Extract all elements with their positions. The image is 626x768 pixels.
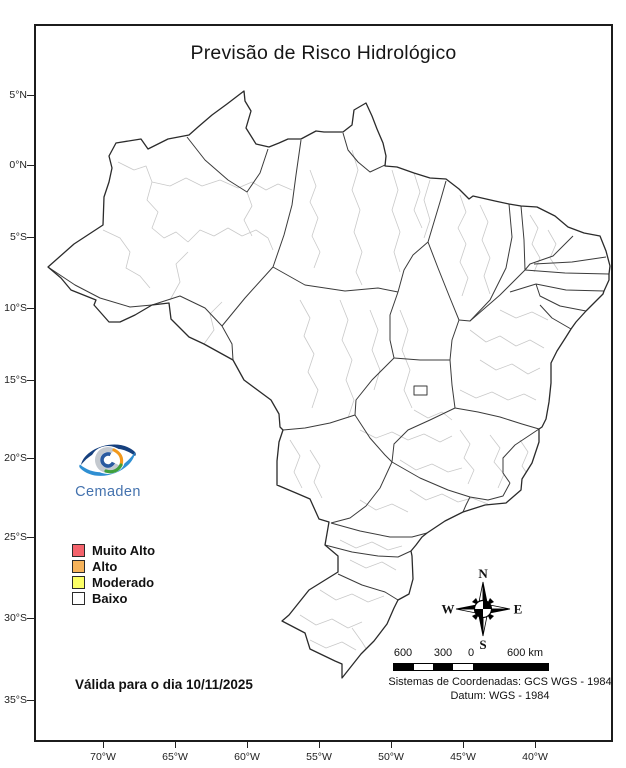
legend-item-baixo: Baixo xyxy=(72,590,155,606)
lon-label: 70°W xyxy=(90,751,116,763)
scale-label-600-left: 600 xyxy=(393,647,413,659)
lat-label: 5°N xyxy=(9,89,27,101)
lat-tick xyxy=(27,458,34,459)
lon-tick xyxy=(175,742,176,748)
lat-tick xyxy=(27,165,34,166)
lat-label: 35°S xyxy=(4,694,27,706)
scale-label-0: 0 xyxy=(467,647,475,659)
legend-label: Moderado xyxy=(92,574,155,590)
compass-s-label: S xyxy=(479,637,486,652)
page-title: Previsão de Risco Hidrológico xyxy=(190,42,457,64)
lon-tick xyxy=(319,742,320,748)
state-boundaries xyxy=(47,132,610,601)
lat-tick xyxy=(27,700,34,701)
lat-label: 10°S xyxy=(4,302,27,314)
lat-label: 5°S xyxy=(9,231,27,243)
legend-item-moderado: Moderado xyxy=(72,574,155,590)
coordinate-system-line1: Sistemas de Coordenadas: GCS WGS - 1984 xyxy=(388,676,612,688)
lat-label: 0°N xyxy=(9,159,27,171)
municipality-boundaries xyxy=(102,149,559,656)
lon-label: 40°W xyxy=(522,751,548,763)
lon-label: 55°W xyxy=(306,751,332,763)
lon-label: 60°W xyxy=(234,751,260,763)
lat-tick xyxy=(27,237,34,238)
lon-tick xyxy=(247,742,248,748)
legend-item-muito-alto: Muito Alto xyxy=(72,542,155,558)
lat-tick xyxy=(27,618,34,619)
compass-e-label: E xyxy=(514,602,523,617)
risk-legend: Muito Alto Alto Moderado Baixo xyxy=(72,542,155,606)
compass-n-label: N xyxy=(478,566,488,581)
brazil-country-outline xyxy=(47,90,611,679)
lat-tick xyxy=(27,380,34,381)
lon-tick xyxy=(463,742,464,748)
lat-label: 30°S xyxy=(4,612,27,624)
cemaden-logo-text: Cemaden xyxy=(75,484,141,500)
scale-label-300: 300 xyxy=(433,647,453,659)
scale-segment xyxy=(394,664,414,670)
lat-label: 25°S xyxy=(4,531,27,543)
scale-bar-segments xyxy=(393,663,549,671)
scale-label-600-right: 600 km xyxy=(506,647,544,659)
lat-tick xyxy=(27,95,34,96)
cemaden-eye-icon xyxy=(79,444,136,476)
lat-label: 15°S xyxy=(4,374,27,386)
lon-label: 50°W xyxy=(378,751,404,763)
lon-label: 65°W xyxy=(162,751,188,763)
brazil-country-fill xyxy=(48,91,610,678)
lon-label: 45°W xyxy=(450,751,476,763)
scale-segment xyxy=(453,664,473,670)
coordinate-system-line2: Datum: WGS - 1984 xyxy=(450,689,550,702)
baixo-swatch xyxy=(72,591,85,605)
legend-item-alto: Alto xyxy=(72,558,155,574)
lon-tick xyxy=(535,742,536,748)
scale-bar: 600 300 0 600 km xyxy=(393,647,549,673)
lat-tick xyxy=(27,537,34,538)
lat-tick xyxy=(27,308,34,309)
cemaden-logo: Cemaden xyxy=(58,438,158,500)
legend-label: Alto xyxy=(92,558,118,574)
muito-alto-swatch xyxy=(72,543,85,557)
validity-date: Válida para o dia 10/11/2025 xyxy=(75,677,253,692)
moderado-swatch xyxy=(72,575,85,589)
lon-tick xyxy=(103,742,104,748)
scale-segment xyxy=(473,664,548,670)
legend-label: Muito Alto xyxy=(92,542,156,558)
compass-w-label: W xyxy=(442,602,455,617)
scale-segment xyxy=(433,664,453,670)
lat-label: 20°S xyxy=(4,452,27,464)
alto-swatch xyxy=(72,559,85,573)
scale-segment xyxy=(414,664,433,670)
map-frame xyxy=(34,24,613,742)
lon-tick xyxy=(391,742,392,748)
coordinate-system-note: Sistemas de Coordenadas: GCS WGS - 1984 … xyxy=(380,676,620,703)
compass-rose-icon: N E S W xyxy=(442,566,523,652)
legend-label: Baixo xyxy=(92,590,128,606)
